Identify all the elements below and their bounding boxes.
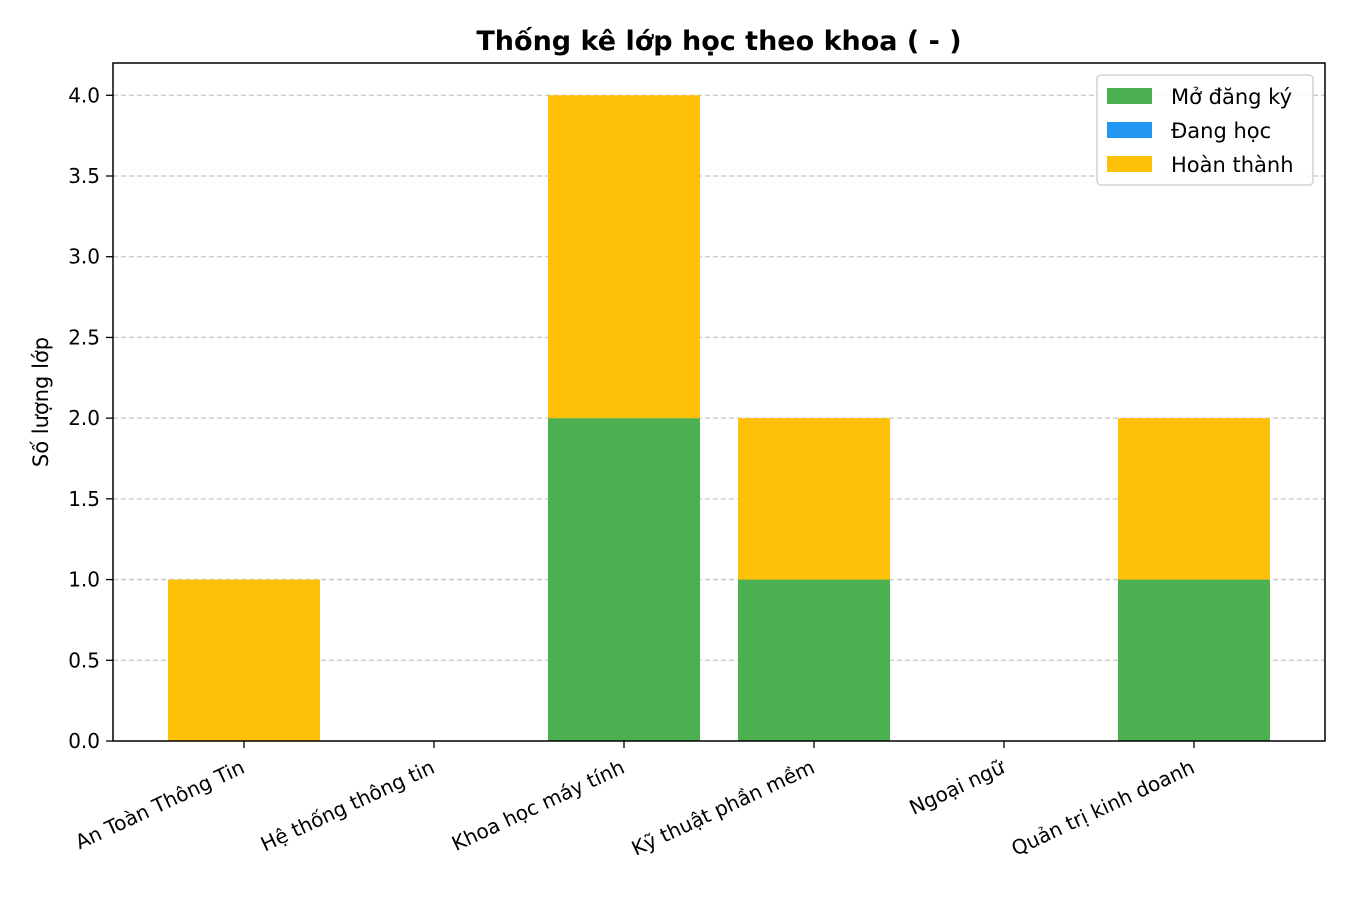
bar-an-toàn-thông-tin-2 (168, 579, 320, 741)
x-tick-label: Khoa học máy tính (448, 755, 628, 856)
plot-frame (112, 62, 1326, 742)
legend-label: Đang học (1171, 119, 1271, 143)
legend-swatch (1107, 88, 1152, 104)
x-axis: An Toàn Thông Tin Hệ thống thông tin Khoa … (71, 741, 1198, 861)
x-tick-label: Ngoại ngữ (905, 754, 1009, 819)
x-tick-label: Quản trị kinh doanh (1008, 755, 1199, 861)
y-tick-label: 2.0 (68, 406, 100, 430)
bar-khoa-học-máy-tính-0 (548, 418, 700, 741)
y-tick-label: 0.0 (68, 729, 100, 753)
legend: Mở đăng ký Đang học Hoàn thành (1096, 74, 1314, 186)
y-axis: 0.0 0.5 1.0 1.5 2.0 2.5 3.0 3.5 4.0 (68, 83, 113, 753)
legend-swatch (1107, 156, 1152, 172)
legend-swatch (1107, 122, 1152, 138)
y-tick-label: 1.0 (68, 568, 100, 592)
bars (168, 95, 1270, 741)
bar-kỹ-thuật-phần-mềm-2 (738, 418, 890, 580)
chart-title: Thống kê lớp học theo khoa ( - ) (476, 26, 961, 57)
bar-kỹ-thuật-phần-mềm-0 (738, 579, 890, 741)
x-tick-label: An Toàn Thông Tin (71, 755, 248, 854)
y-tick-label: 1.5 (68, 487, 100, 511)
bar-quản-trị-kinh-doanh-2 (1118, 418, 1270, 580)
bar-quản-trị-kinh-doanh-0 (1118, 579, 1270, 741)
y-tick-label: 3.0 (68, 245, 100, 269)
x-tick-label: Kỹ thuật phần mềm (628, 755, 818, 861)
y-tick-label: 3.5 (68, 164, 100, 188)
bar-khoa-học-máy-tính-2 (548, 95, 700, 419)
y-tick-label: 0.5 (68, 648, 100, 672)
legend-label: Hoàn thành (1171, 153, 1294, 177)
y-tick-label: 4.0 (68, 83, 100, 107)
y-axis-label: Số lượng lớp (29, 337, 53, 467)
y-tick-label: 2.5 (68, 325, 100, 349)
x-tick-label: Hệ thống thông tin (257, 755, 438, 857)
legend-label: Mở đăng ký (1171, 85, 1292, 109)
